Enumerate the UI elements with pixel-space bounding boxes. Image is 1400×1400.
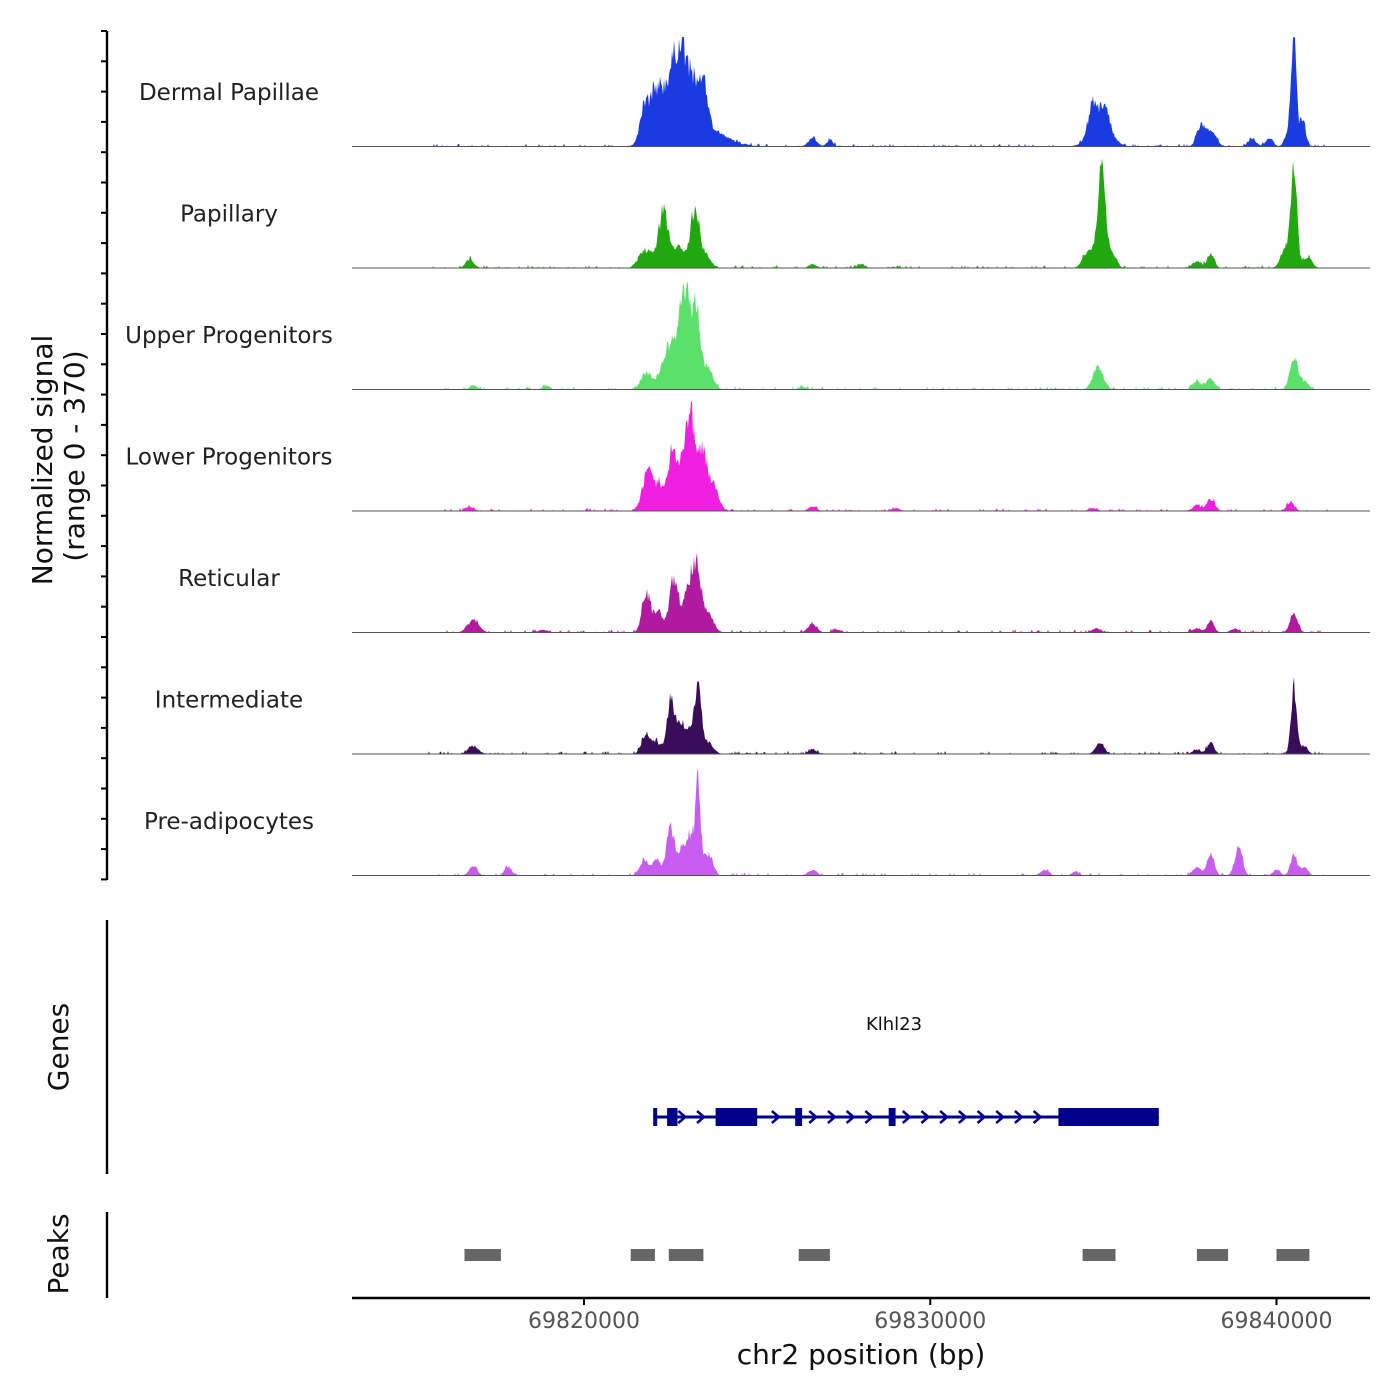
track-dermal-papillae: Dermal Papillae bbox=[139, 37, 1370, 147]
peak-region bbox=[1082, 1249, 1116, 1261]
peak-region bbox=[464, 1249, 501, 1261]
signal-axis-title: Normalized signal bbox=[26, 335, 59, 586]
gene-exon bbox=[888, 1108, 896, 1126]
track-label: Reticular bbox=[178, 566, 280, 592]
track-reticular: Reticular bbox=[178, 552, 1370, 633]
coverage-tracks: Dermal Papillae Papillary Upper Progenitor… bbox=[125, 37, 1370, 876]
gene-exon bbox=[653, 1108, 658, 1126]
strand-arrow bbox=[939, 1110, 950, 1124]
x-tick-label: 69820000 bbox=[528, 1309, 640, 1334]
peaks-panel-title: Peaks bbox=[42, 1213, 75, 1294]
track-label: Dermal Papillae bbox=[139, 80, 319, 106]
strand-arrow bbox=[995, 1110, 1006, 1124]
strand-arrow bbox=[696, 1110, 706, 1124]
gene-label: Klhl23 bbox=[866, 1014, 922, 1035]
peak-region bbox=[1196, 1249, 1229, 1261]
gene-exon bbox=[1058, 1108, 1159, 1126]
strand-arrow bbox=[957, 1110, 968, 1124]
track-label: Lower Progenitors bbox=[126, 445, 333, 471]
track-label: Intermediate bbox=[155, 688, 303, 714]
track-intermediate: Intermediate bbox=[155, 677, 1370, 755]
strand-arrow bbox=[771, 1110, 781, 1124]
genes-panel-title: Genes bbox=[42, 1003, 75, 1091]
strand-arrow bbox=[1014, 1110, 1024, 1124]
track-label: Upper Progenitors bbox=[125, 323, 333, 349]
strand-arrow bbox=[864, 1110, 875, 1124]
track-label: Pre-adipocytes bbox=[144, 809, 314, 835]
track-label: Papillary bbox=[180, 202, 278, 228]
gene-exon bbox=[667, 1108, 678, 1126]
track-upper-progenitors: Upper Progenitors bbox=[125, 281, 1370, 390]
x-axis-ticks: 69820000 69830000 69840000 bbox=[528, 1298, 1333, 1334]
signal-axis-range: (range 0 - 370) bbox=[58, 350, 91, 561]
peak-region bbox=[630, 1249, 655, 1261]
x-axis-title: chr2 position (bp) bbox=[737, 1338, 986, 1371]
strand-arrow bbox=[920, 1110, 931, 1124]
strand-arrow bbox=[808, 1110, 819, 1124]
strand-arrow bbox=[976, 1110, 987, 1124]
gene-model-klhl23 bbox=[653, 1108, 1159, 1126]
track-pre-adipocytes: Pre-adipocytes bbox=[144, 768, 1370, 876]
x-tick-label: 69840000 bbox=[1221, 1309, 1333, 1334]
strand-arrow bbox=[845, 1110, 856, 1124]
strand-arrow bbox=[901, 1110, 912, 1124]
peak-region bbox=[1276, 1249, 1310, 1261]
peak-regions bbox=[464, 1249, 1310, 1261]
x-tick-label: 69830000 bbox=[874, 1309, 986, 1334]
gene-exon bbox=[795, 1108, 803, 1126]
strand-arrow bbox=[1032, 1110, 1043, 1124]
peak-region bbox=[798, 1249, 830, 1261]
peak-region bbox=[668, 1249, 704, 1261]
track-lower-progenitors: Lower Progenitors bbox=[126, 401, 1370, 512]
strand-arrow bbox=[827, 1110, 837, 1124]
gene-exon bbox=[715, 1108, 758, 1126]
track-papillary: Papillary bbox=[180, 158, 1370, 269]
strand-arrow bbox=[677, 1110, 688, 1124]
signal-axis-ticks bbox=[101, 30, 107, 881]
